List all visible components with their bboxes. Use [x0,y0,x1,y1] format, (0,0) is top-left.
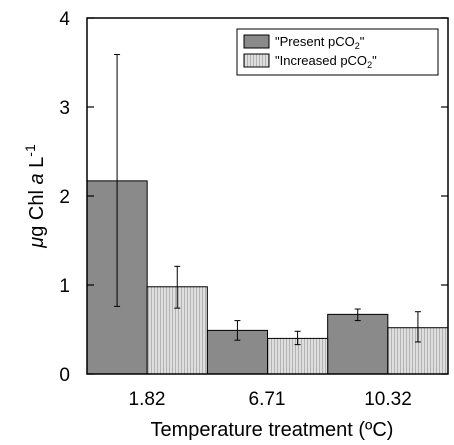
y-tick-label-0: 0 [59,365,70,386]
error-bars-layer [114,53,421,346]
x-axis-title: Temperature treatment (ºC) [151,419,394,441]
ticks-layer [87,17,448,375]
y-axis-title-unit: g Chl [26,185,48,237]
y-tick-label-4: 4 [59,9,70,30]
legend-swatch-present [243,34,270,49]
legend-swatch-increased [243,53,270,68]
x-tick-label-1.82: 1.82 [129,389,166,410]
legend-label-increased-main: "Increased pCO [275,53,367,68]
y-axis-title-mu: μ [26,237,48,249]
legend-label-increased-quote: " [372,53,377,68]
x-tick-labels: 1.82 6.71 10.32 [129,389,412,410]
y-axis-title-exponent: -1 [22,144,38,157]
bar-present-10.32 [327,313,389,375]
y-tick-labels: 0 1 2 3 4 [59,9,70,386]
legend-label-present-main: "Present pCO [275,34,355,49]
y-tick-label-1: 1 [59,276,70,297]
y-axis-title-a: a [26,173,48,184]
bar-increased-6.71 [267,337,329,375]
y-axis-title: μg Chl a L-1 [22,144,48,249]
y-axis-title-L: L [26,157,48,174]
x-tick-label-6.71: 6.71 [249,389,286,410]
x-tick-label-10.32: 10.32 [364,389,412,410]
legend-label-present-sub: 2 [355,41,360,51]
legend-label-present: "Present pCO2" [275,34,365,51]
bars-layer [86,180,449,375]
y-tick-label-2: 2 [59,187,70,208]
legend: "Present pCO2" "Increased pCO2" [236,28,439,76]
y-tick-label-3: 3 [59,98,70,119]
legend-label-increased-sub: 2 [367,60,372,70]
legend-box [236,28,439,76]
legend-label-present-quote: " [360,34,365,49]
legend-label-increased: "Increased pCO2" [275,53,377,70]
